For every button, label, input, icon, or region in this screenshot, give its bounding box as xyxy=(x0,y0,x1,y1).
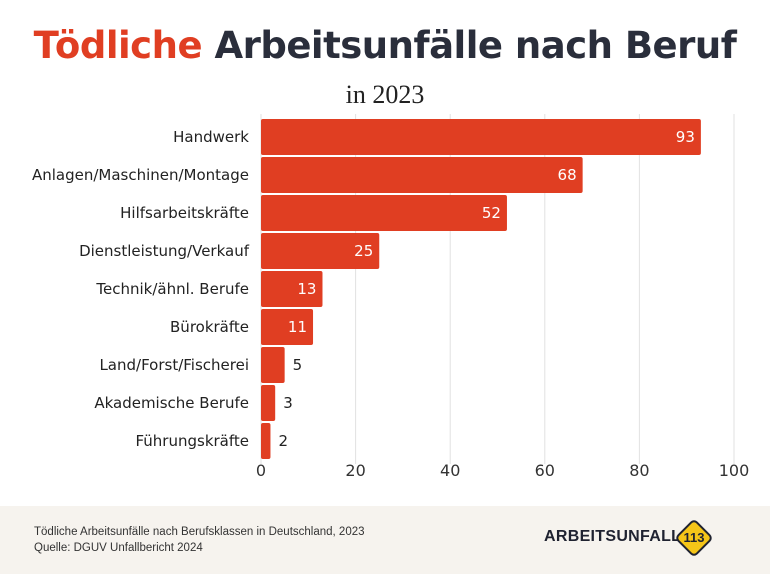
x-tick-label: 60 xyxy=(535,461,555,480)
bar xyxy=(261,119,701,155)
category-label: Bürokräfte xyxy=(170,318,249,336)
footer-source: Quelle: DGUV Unfallbericht 2024 xyxy=(34,542,203,554)
chart-title: Tödliche Arbeitsunfälle nach Beruf xyxy=(0,24,770,67)
data-label: 93 xyxy=(676,128,695,146)
data-label: 68 xyxy=(558,166,577,184)
badge-number: 113 xyxy=(683,530,705,545)
data-label: 13 xyxy=(297,280,316,298)
bar xyxy=(261,195,507,231)
chart-subtitle: in 2023 xyxy=(345,80,425,109)
brand-name: ARBEITSUNFALL xyxy=(544,528,682,545)
data-label: 11 xyxy=(288,318,307,336)
bar xyxy=(261,271,323,307)
category-label: Anlagen/Maschinen/Montage xyxy=(32,166,249,184)
category-label: Akademische Berufe xyxy=(94,394,249,412)
bar-chart: 0 20 40 60 80 100 Handwerk 93 Anlagen/Maschinen/… xyxy=(32,114,750,480)
x-tick-label: 20 xyxy=(345,461,365,480)
bar xyxy=(261,309,314,345)
x-tick-label: 0 xyxy=(256,461,266,480)
bar xyxy=(261,423,271,459)
data-label: 5 xyxy=(293,356,303,374)
title-rest: Arbeitsunfälle nach Beruf xyxy=(214,24,737,67)
bar xyxy=(261,157,583,193)
data-label: 2 xyxy=(278,432,288,450)
footer-description: Tödliche Arbeitsunfälle nach Berufsklass… xyxy=(34,526,365,538)
bar xyxy=(261,347,285,383)
data-label: 3 xyxy=(283,394,293,412)
data-label: 25 xyxy=(354,242,373,260)
category-label: Führungskräfte xyxy=(135,432,249,450)
bar xyxy=(261,385,276,421)
bar xyxy=(261,233,380,269)
x-tick-label: 40 xyxy=(440,461,460,480)
x-tick-label: 100 xyxy=(719,461,750,480)
x-tick-label: 80 xyxy=(629,461,649,480)
category-label: Dienstleistung/Verkauf xyxy=(79,242,250,260)
footer: Tödliche Arbeitsunfälle nach Berufsklass… xyxy=(0,506,770,574)
category-label: Technik/ähnl. Berufe xyxy=(95,280,249,298)
brand-badge-icon: 113 xyxy=(674,518,714,558)
title-accent: Tödliche xyxy=(33,24,203,67)
category-label: Handwerk xyxy=(173,128,249,146)
category-label: Hilfsarbeitskräfte xyxy=(120,204,249,222)
category-label: Land/Forst/Fischerei xyxy=(99,356,249,374)
data-label: 52 xyxy=(482,204,501,222)
